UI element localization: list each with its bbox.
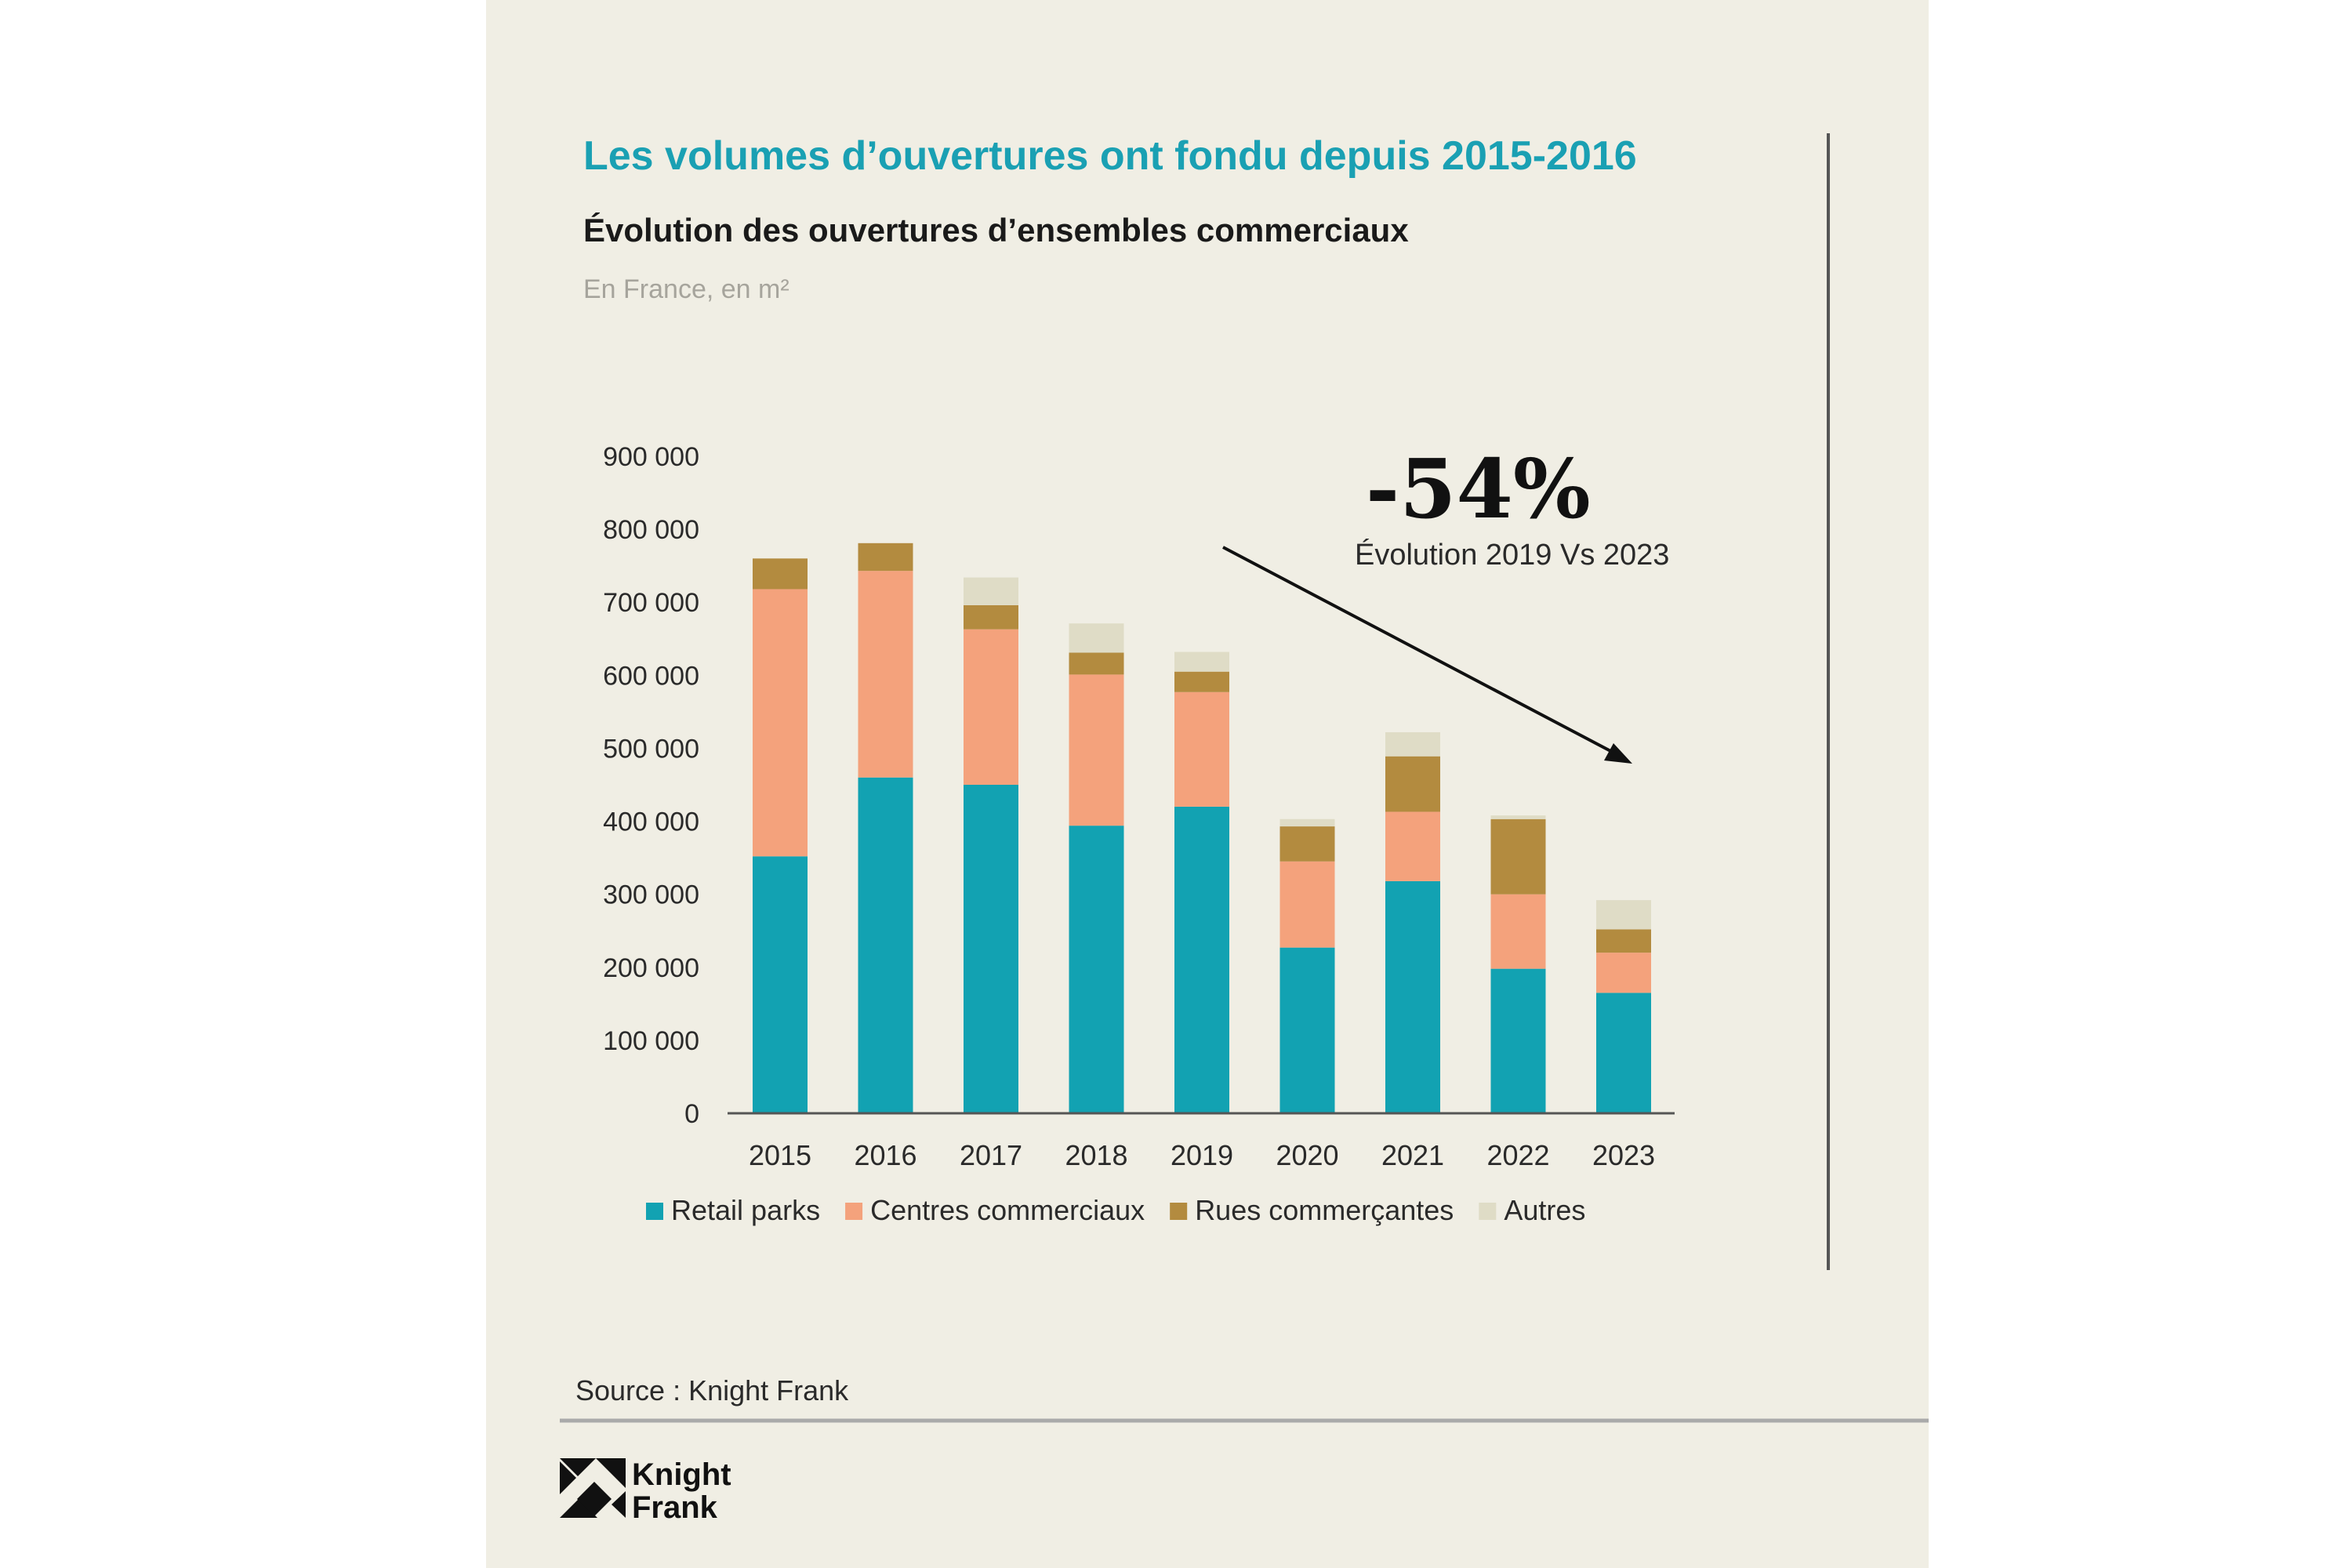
bar-segment bbox=[1279, 826, 1335, 862]
legend: Retail parks Centres commerciaux Rues comm… bbox=[646, 1194, 1585, 1226]
y-tick-label: 300 000 bbox=[603, 880, 699, 910]
bar-segment bbox=[1069, 826, 1124, 1113]
bar-segment bbox=[1385, 731, 1440, 757]
bar-segment bbox=[1279, 947, 1335, 1113]
bar-segment bbox=[1596, 900, 1651, 930]
legend-swatch bbox=[1479, 1203, 1497, 1220]
bar-segment bbox=[1490, 894, 1546, 969]
legend-label: Autres bbox=[1504, 1194, 1585, 1226]
bar-segment bbox=[964, 629, 1018, 785]
y-axis: 0 100 000 200 000 300 000 400 000 500 000 600 … bbox=[603, 442, 699, 1129]
chart-subtitle: Évolution des ouvertures d’ensembles com… bbox=[583, 212, 1409, 249]
legend-swatch bbox=[646, 1203, 663, 1220]
bar-segment bbox=[753, 589, 808, 857]
bar-segment bbox=[1385, 811, 1440, 881]
bar-segment bbox=[964, 785, 1018, 1113]
legend-label: Centres commerciaux bbox=[870, 1194, 1145, 1226]
bar-segment bbox=[1596, 929, 1651, 953]
x-tick-label: 2015 bbox=[749, 1139, 811, 1171]
bar-segment bbox=[1174, 691, 1229, 807]
bar-segment bbox=[964, 604, 1018, 630]
knight-frank-logo: Knight Frank bbox=[560, 1457, 731, 1525]
legend-swatch bbox=[845, 1203, 863, 1220]
y-tick-label: 900 000 bbox=[603, 442, 699, 472]
legend-swatch bbox=[1170, 1203, 1188, 1220]
bar-segment bbox=[1596, 953, 1651, 993]
y-tick-label: 600 000 bbox=[603, 661, 699, 691]
bar-segment bbox=[858, 543, 913, 572]
bars bbox=[753, 543, 1651, 1113]
x-axis: 2015 2016 2017 2018 2019 2020 2021 2022 2023 bbox=[749, 1139, 1655, 1171]
bar-segment bbox=[1490, 818, 1546, 895]
bar-segment bbox=[1385, 880, 1440, 1113]
x-tick-label: 2017 bbox=[960, 1139, 1022, 1171]
x-tick-label: 2019 bbox=[1171, 1139, 1233, 1171]
legend-label: Rues commerçantes bbox=[1195, 1194, 1454, 1226]
bar-segment bbox=[858, 571, 913, 778]
bar-segment bbox=[1279, 818, 1335, 827]
y-tick-label: 100 000 bbox=[603, 1026, 699, 1056]
x-tick-label: 2020 bbox=[1276, 1139, 1338, 1171]
y-tick-label: 800 000 bbox=[603, 515, 699, 545]
logo-text-line1: Knight bbox=[632, 1457, 731, 1492]
bar-segment bbox=[1174, 671, 1229, 692]
bar-segment bbox=[1490, 815, 1546, 819]
bar-segment bbox=[1279, 861, 1335, 948]
y-tick-label: 400 000 bbox=[603, 808, 699, 837]
bar-segment bbox=[1174, 806, 1229, 1113]
bar-segment bbox=[1490, 968, 1546, 1113]
bar-segment bbox=[964, 577, 1018, 605]
y-tick-label: 700 000 bbox=[603, 588, 699, 618]
source-note: Source : Knight Frank bbox=[575, 1374, 849, 1406]
bar-segment bbox=[1596, 993, 1651, 1113]
bar-segment bbox=[1069, 623, 1124, 653]
x-tick-label: 2023 bbox=[1592, 1139, 1655, 1171]
bar-segment bbox=[858, 777, 913, 1113]
chart-title: Les volumes d’ouvertures ont fondu depui… bbox=[583, 133, 1637, 179]
legend-label: Retail parks bbox=[671, 1194, 820, 1226]
x-tick-label: 2018 bbox=[1065, 1139, 1127, 1171]
x-tick-label: 2021 bbox=[1381, 1139, 1444, 1171]
y-tick-label: 0 bbox=[684, 1099, 699, 1129]
logo-text-line2: Frank bbox=[632, 1490, 718, 1525]
logo-mark-icon bbox=[560, 1458, 626, 1518]
y-tick-label: 500 000 bbox=[603, 734, 699, 764]
bar-segment bbox=[1174, 652, 1229, 672]
bar-segment bbox=[753, 558, 808, 590]
y-tick-label: 200 000 bbox=[603, 953, 699, 983]
x-tick-label: 2016 bbox=[854, 1139, 916, 1171]
trend-arrow bbox=[1222, 546, 1632, 764]
chart-caption: En France, en m² bbox=[583, 274, 789, 304]
annotation-value: -54% bbox=[1366, 441, 1591, 537]
bar-segment bbox=[1385, 756, 1440, 812]
bar-segment bbox=[1069, 652, 1124, 675]
bar-segment bbox=[753, 856, 808, 1113]
x-tick-label: 2022 bbox=[1486, 1139, 1549, 1171]
bar-segment bbox=[1069, 674, 1124, 826]
annotation-text: Évolution 2019 Vs 2023 bbox=[1355, 538, 1669, 572]
